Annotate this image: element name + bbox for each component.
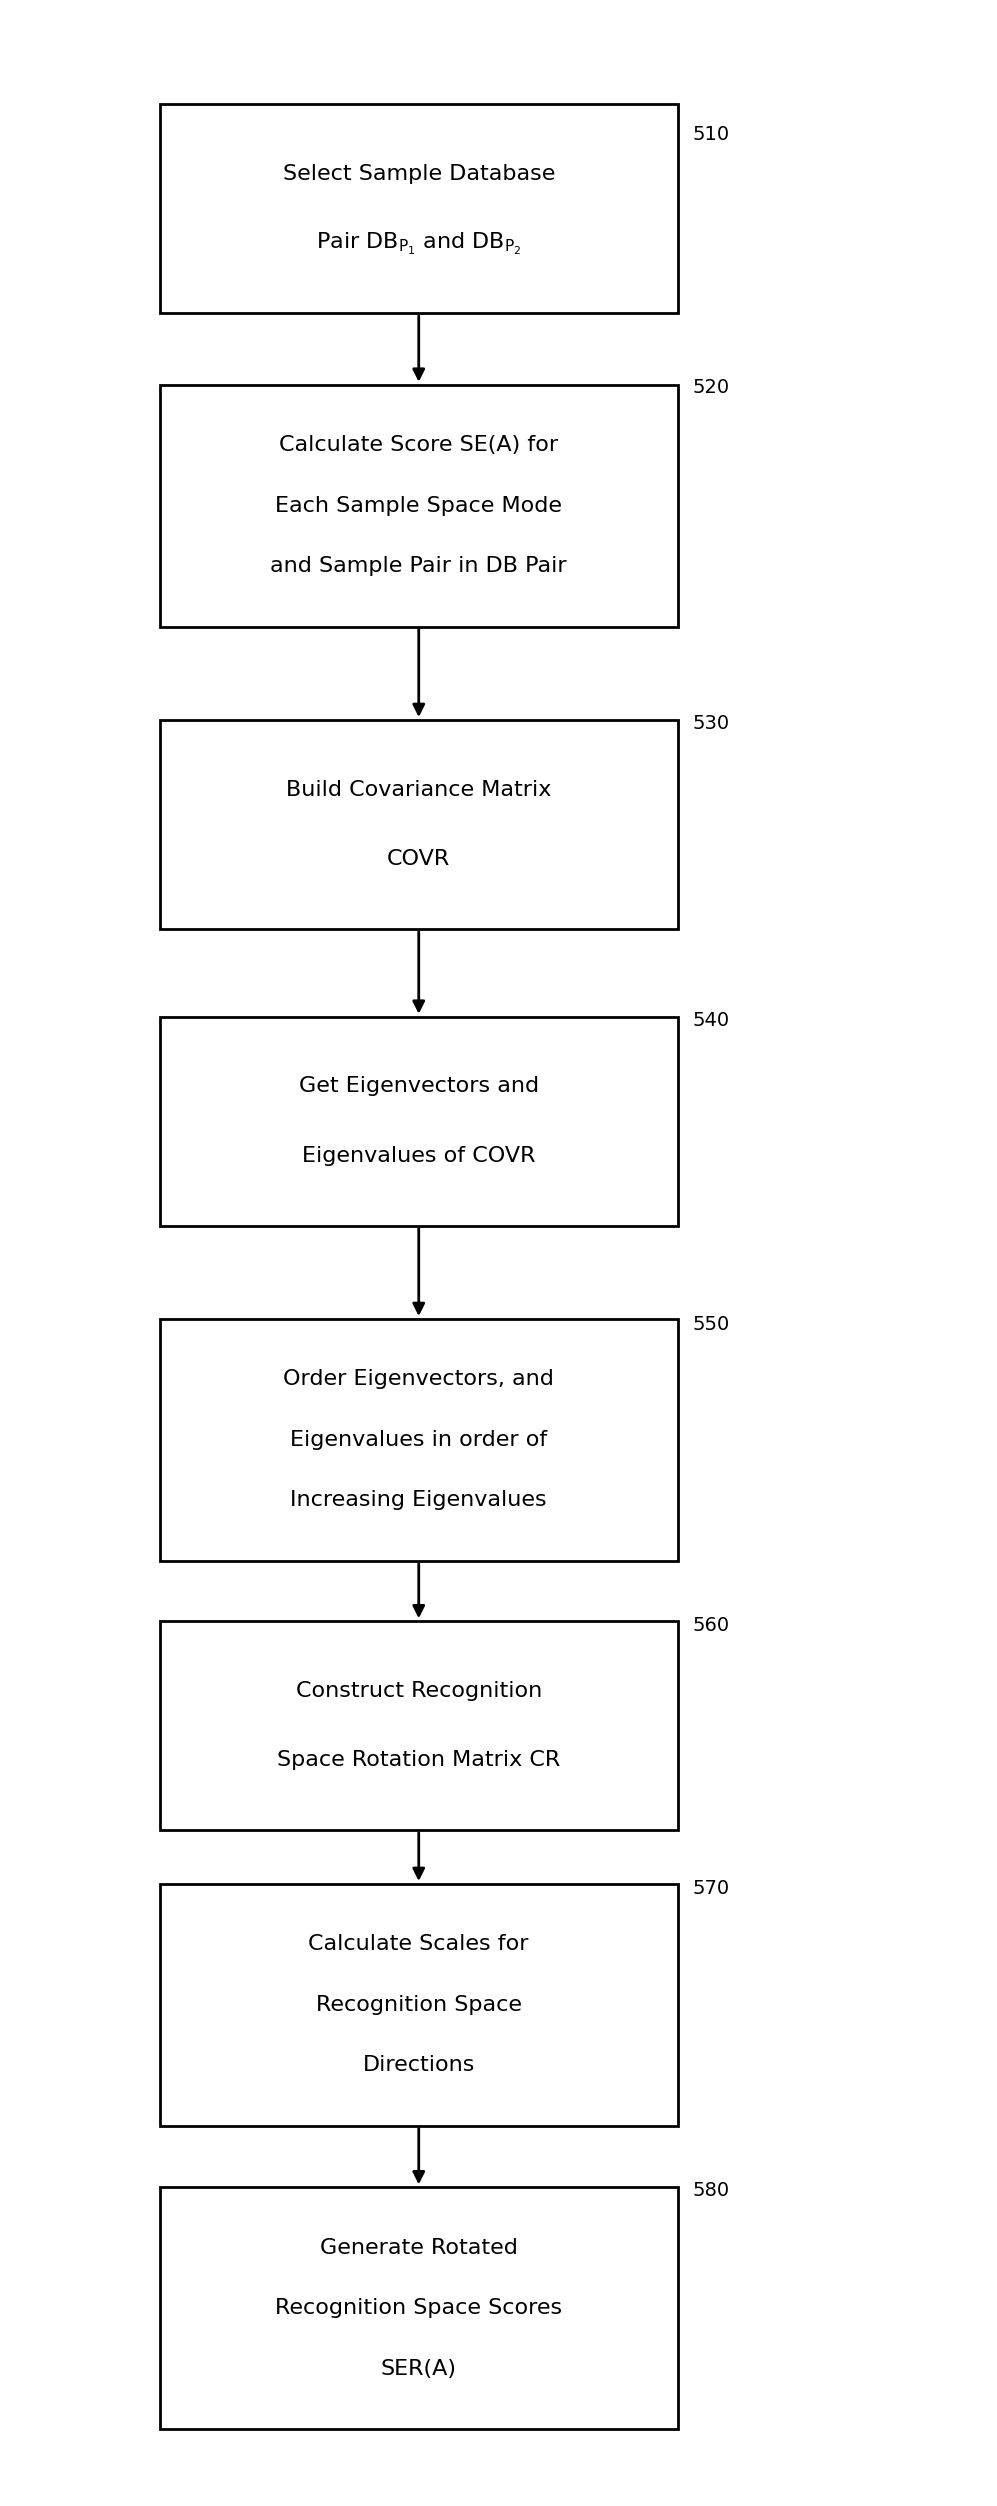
Text: Eigenvalues of COVR: Eigenvalues of COVR xyxy=(302,1145,535,1165)
Bar xyxy=(160,105,678,313)
Text: Directions: Directions xyxy=(363,2055,475,2075)
Text: 580: 580 xyxy=(693,2180,730,2200)
Bar xyxy=(160,2188,678,2428)
Text: 570: 570 xyxy=(693,1880,730,1900)
Text: Increasing Eigenvalues: Increasing Eigenvalues xyxy=(290,1491,547,1511)
Text: 550: 550 xyxy=(693,1316,730,1333)
Text: Each Sample Space Mode: Each Sample Space Mode xyxy=(275,496,562,516)
Text: Calculate Scales for: Calculate Scales for xyxy=(308,1935,529,1955)
Text: and Sample Pair in DB Pair: and Sample Pair in DB Pair xyxy=(270,556,567,576)
Text: 530: 530 xyxy=(693,714,730,734)
Bar xyxy=(160,1885,678,2125)
Text: Calculate Score SE(A) for: Calculate Score SE(A) for xyxy=(279,436,558,456)
Text: Recognition Space: Recognition Space xyxy=(316,1995,521,2015)
Text: Build Covariance Matrix: Build Covariance Matrix xyxy=(286,779,551,799)
Bar xyxy=(160,1318,678,1561)
Bar xyxy=(160,1017,678,1225)
Text: Recognition Space Scores: Recognition Space Scores xyxy=(275,2298,562,2318)
Bar xyxy=(160,386,678,626)
Bar xyxy=(160,1621,678,1829)
Text: SER(A): SER(A) xyxy=(381,2358,457,2378)
Text: 540: 540 xyxy=(693,1012,730,1030)
Text: Eigenvalues in order of: Eigenvalues in order of xyxy=(290,1431,547,1451)
Text: 510: 510 xyxy=(693,125,730,145)
Text: Space Rotation Matrix CR: Space Rotation Matrix CR xyxy=(277,1749,560,1769)
Text: COVR: COVR xyxy=(387,850,451,870)
Text: Get Eigenvectors and: Get Eigenvectors and xyxy=(299,1075,538,1095)
Text: Pair $\mathrm{DB_{P_1}}$ and $\mathrm{DB_{P_2}}$: Pair $\mathrm{DB_{P_1}}$ and $\mathrm{DB… xyxy=(316,231,521,256)
Text: Select Sample Database: Select Sample Database xyxy=(282,163,555,183)
Text: Order Eigenvectors, and: Order Eigenvectors, and xyxy=(283,1368,554,1388)
Bar xyxy=(160,719,678,930)
Text: Construct Recognition: Construct Recognition xyxy=(296,1682,541,1702)
Text: 520: 520 xyxy=(693,378,730,396)
Text: Generate Rotated: Generate Rotated xyxy=(320,2238,517,2258)
Text: 560: 560 xyxy=(693,1616,730,1634)
